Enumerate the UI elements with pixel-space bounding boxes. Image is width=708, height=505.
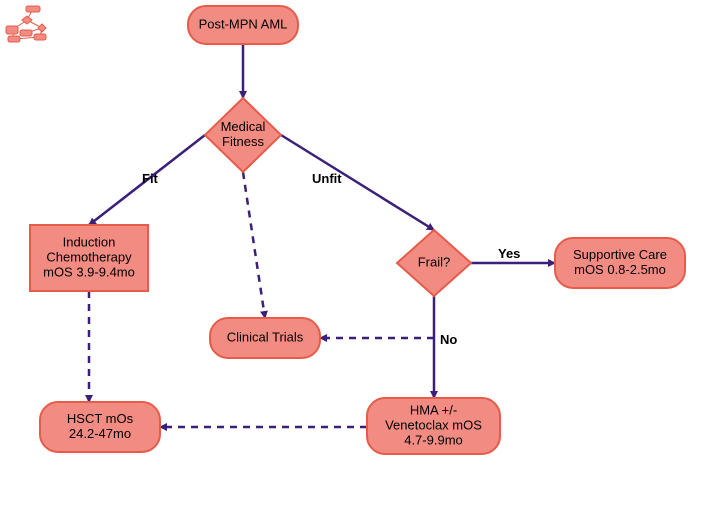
node-trials: Clinical Trials [210, 318, 320, 358]
node-support-line0: Supportive Care [573, 247, 667, 262]
node-start-line0: Post-MPN AML [199, 16, 288, 31]
node-hma-line2: 4.7-9.9mo [404, 432, 463, 447]
edge-label-unfit: Unfit [312, 171, 342, 186]
node-start: Post-MPN AML [188, 6, 298, 44]
node-frail: Frail? [397, 230, 471, 296]
node-fitness: MedicalFitness [205, 98, 281, 172]
node-chemo-line0: Induction [63, 234, 116, 249]
edge-label-no: No [440, 332, 457, 347]
thumbnail-icon [6, 6, 46, 42]
edge-fitness-trials [243, 172, 265, 318]
edge-fitness-frail [281, 135, 434, 230]
node-frail-line0: Frail? [418, 254, 451, 269]
node-fitness-line1: Fitness [222, 134, 264, 149]
node-support: Supportive CaremOS 0.8-2.5mo [555, 238, 685, 288]
node-chemo-line1: Chemotherapy [46, 249, 132, 264]
node-fitness-line0: Medical [221, 119, 266, 134]
node-hsct: HSCT mOs24.2-47mo [40, 402, 160, 452]
node-hma-line0: HMA +/- [410, 402, 457, 417]
node-hsct-line1: 24.2-47mo [69, 426, 131, 441]
node-hma: HMA +/-Venetoclax mOS4.7-9.9mo [367, 398, 500, 454]
node-chemo: InductionChemotherapymOS 3.9-9.4mo [30, 225, 148, 291]
node-hma-line1: Venetoclax mOS [385, 417, 482, 432]
edge-label-yes: Yes [498, 246, 520, 261]
edge-label-fit: Fit [142, 171, 159, 186]
flowchart-canvas: Fit Unfit Yes No Post-MPN AML MedicalFitness I… [0, 0, 708, 505]
node-trials-line0: Clinical Trials [227, 329, 304, 344]
node-hsct-line0: HSCT mOs [67, 411, 134, 426]
node-chemo-line2: mOS 3.9-9.4mo [43, 264, 135, 279]
node-support-line1: mOS 0.8-2.5mo [574, 262, 666, 277]
